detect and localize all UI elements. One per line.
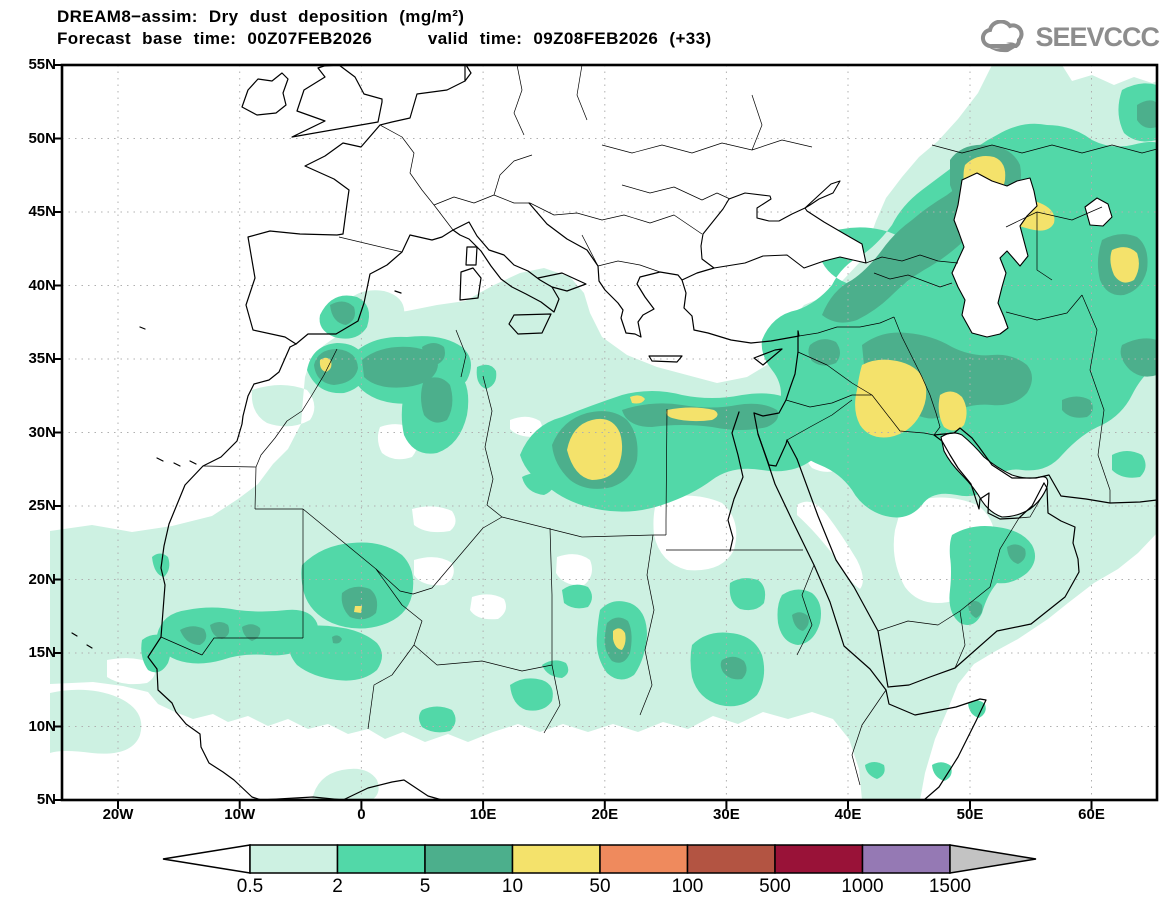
lat-tick-label: 50N <box>28 129 56 147</box>
colorbar-segment <box>511 844 601 874</box>
cloud-logo-icon <box>981 20 1024 53</box>
colorbar-tick-label: 1500 <box>928 876 972 897</box>
country-borders <box>160 64 1158 786</box>
aral-sea <box>1084 197 1113 227</box>
logo-text: SEEVCCC <box>1035 21 1160 52</box>
lon-tick-label: 10W <box>224 806 256 823</box>
colorbar-segment <box>599 844 689 874</box>
caspian-sea <box>951 172 1038 338</box>
seevccc-logo: SEEVCCC <box>978 20 1160 54</box>
colorbar-segment <box>774 844 864 874</box>
lon-tick-label: 0 <box>357 806 366 823</box>
colorbar-tick-label: 0.5 <box>236 876 264 897</box>
dust-shading-layer <box>50 65 1157 800</box>
lat-tick-label: 25N <box>28 497 56 514</box>
lat-tick-label: 35N <box>28 350 56 367</box>
lon-tick-label: 30E <box>713 806 740 823</box>
colorbar-tick-label: 10 <box>501 876 524 897</box>
forecast-map <box>50 63 1159 809</box>
lat-tick-label: 40N <box>28 276 56 294</box>
colorbar-tick-label: 500 <box>759 876 791 897</box>
lon-tick-label: 40E <box>834 806 862 823</box>
map-title: DREAM8−assim: Dry dust deposition (mg/m²… <box>57 7 465 26</box>
graticule <box>62 65 1157 800</box>
forecast-time-subtitle: Forecast base time: 00Z07FEB2026 valid t… <box>57 29 712 48</box>
lat-tick-label: 30N <box>28 423 56 441</box>
colorbar-tick-label: 100 <box>671 876 704 897</box>
lat-tick-label: 15N <box>28 644 56 661</box>
colorbar-segment <box>424 844 514 874</box>
lat-tick-label: 45N <box>28 203 56 220</box>
black-sea <box>700 192 867 269</box>
header: DREAM8−assim: Dry dust deposition (mg/m²… <box>57 6 712 50</box>
colorbar-tick-label: 5 <box>419 876 431 897</box>
lon-tick-label: 10E <box>469 806 497 823</box>
colorbar-segment <box>249 844 339 874</box>
lat-tick-label: 5N <box>36 791 56 808</box>
lon-tick-label: 50E <box>956 806 984 823</box>
colorbar-tick-label: 1000 <box>841 876 884 897</box>
colorbar-tick-label: 2 <box>332 876 343 897</box>
colorbar-segment <box>336 844 426 874</box>
colorbar-below-min-arrow <box>162 844 251 874</box>
coastlines <box>71 64 1158 801</box>
colorbar <box>162 844 1037 874</box>
lat-tick-label: 55N <box>28 56 56 73</box>
colorbar-segment <box>686 844 776 874</box>
lon-tick-label: 60E <box>1078 806 1105 823</box>
colorbar-tick-label: 50 <box>589 876 611 897</box>
axis-ticks <box>53 64 1093 809</box>
lat-tick-label: 20N <box>28 570 56 588</box>
water-bodies <box>700 172 1113 518</box>
lon-tick-label: 20W <box>102 806 134 823</box>
colorbar-segment <box>861 844 951 874</box>
colorbar-above-max-arrow <box>949 844 1037 874</box>
lon-tick-label: 20E <box>591 806 619 823</box>
sea-of-azov <box>804 180 841 209</box>
lat-tick-label: 10N <box>28 717 56 735</box>
